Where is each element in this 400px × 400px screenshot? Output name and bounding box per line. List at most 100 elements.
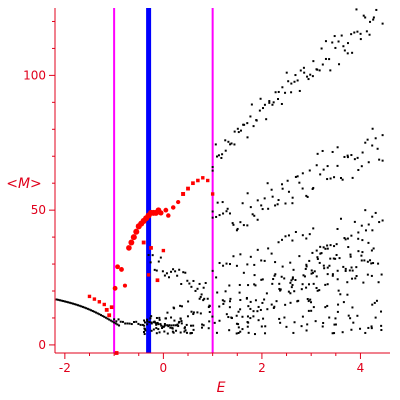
- black-point: [184, 329, 187, 332]
- black-point: [200, 326, 203, 329]
- black-point: [346, 52, 349, 55]
- black-point: [289, 261, 292, 264]
- black-point: [249, 255, 252, 258]
- black-point: [320, 47, 323, 50]
- black-point: [361, 251, 364, 254]
- black-point: [332, 257, 335, 260]
- black-point: [257, 305, 260, 308]
- black-point: [319, 252, 322, 255]
- black-point: [258, 109, 261, 112]
- black-point: [98, 313, 101, 316]
- black-point: [281, 238, 284, 241]
- black-point: [239, 221, 242, 224]
- axes: -2 0 2 4 0 50 100: [23, 8, 390, 375]
- black-point: [109, 319, 112, 322]
- red-point: [186, 186, 190, 191]
- black-point: [322, 168, 325, 171]
- black-point: [237, 331, 240, 334]
- black-point: [252, 125, 255, 128]
- black-point: [166, 324, 169, 327]
- black-point: [246, 224, 249, 227]
- black-point: [270, 188, 273, 191]
- black-point: [298, 255, 301, 258]
- black-point: [281, 265, 284, 268]
- black-point: [312, 186, 315, 189]
- black-point: [371, 229, 374, 232]
- black-point: [211, 166, 214, 169]
- black-point: [353, 158, 356, 161]
- red-point: [149, 246, 153, 250]
- black-point: [271, 195, 274, 198]
- red-point: [191, 181, 195, 186]
- black-point: [287, 190, 290, 193]
- black-point: [229, 300, 232, 303]
- black-point: [311, 271, 314, 274]
- black-point: [351, 51, 354, 54]
- black-point: [277, 98, 280, 101]
- black-point: [175, 329, 178, 332]
- black-point: [340, 34, 343, 37]
- black-point: [220, 156, 223, 159]
- black-point: [153, 321, 156, 324]
- black-point: [166, 332, 169, 335]
- black-point: [241, 328, 244, 331]
- black-point: [336, 278, 339, 281]
- red-point: [196, 178, 200, 183]
- black-point: [160, 324, 163, 327]
- black-point: [290, 279, 293, 282]
- black-point: [300, 325, 303, 328]
- black-point: [290, 286, 293, 289]
- black-point: [233, 143, 236, 146]
- black-point: [204, 281, 207, 284]
- black-point: [349, 253, 352, 256]
- black-point: [346, 237, 349, 240]
- black-point: [291, 196, 294, 199]
- black-point: [211, 216, 214, 219]
- black-point: [200, 293, 203, 296]
- black-point: [179, 331, 182, 334]
- x-axis-label: E: [217, 380, 226, 396]
- black-point: [285, 325, 288, 328]
- y-tick-label: 50: [31, 203, 46, 217]
- black-point: [334, 323, 337, 326]
- red-point: [170, 205, 176, 210]
- black-point: [293, 290, 296, 293]
- black-point: [337, 40, 340, 43]
- black-point: [306, 75, 309, 78]
- red-point: [126, 245, 132, 251]
- black-point: [235, 229, 238, 232]
- black-point: [263, 298, 266, 301]
- black-point: [308, 233, 311, 236]
- black-point: [172, 331, 175, 334]
- black-point: [91, 310, 94, 313]
- black-point: [246, 263, 249, 266]
- black-point: [215, 215, 218, 218]
- black-point: [143, 327, 146, 330]
- black-point: [165, 272, 168, 275]
- black-point: [216, 155, 219, 158]
- black-point: [184, 271, 187, 274]
- black-point: [180, 305, 183, 308]
- black-point: [372, 16, 375, 19]
- red-point: [158, 210, 164, 216]
- black-point: [226, 207, 229, 210]
- black-point: [272, 306, 275, 309]
- x-tick-label: -2: [59, 361, 71, 375]
- black-point: [305, 237, 308, 240]
- black-point: [196, 311, 199, 314]
- black-point: [239, 253, 242, 256]
- red-point: [128, 239, 135, 246]
- black-point: [192, 311, 195, 314]
- black-point: [310, 269, 313, 272]
- black-point: [270, 303, 273, 306]
- black-point: [292, 331, 295, 334]
- black-point: [75, 303, 78, 306]
- black-point: [336, 269, 339, 272]
- black-point: [318, 261, 321, 264]
- black-point: [174, 270, 177, 273]
- black-point: [202, 324, 205, 327]
- black-point: [215, 331, 218, 334]
- black-point: [108, 318, 111, 321]
- black-point: [291, 239, 294, 242]
- black-point: [135, 320, 138, 323]
